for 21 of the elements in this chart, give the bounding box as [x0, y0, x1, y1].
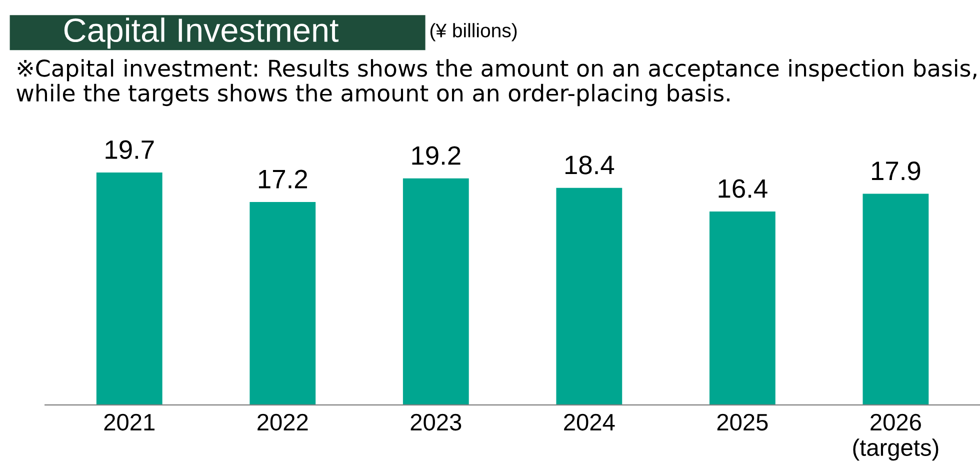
- data-label: 19.2: [412, 146, 460, 165]
- bar: [709, 211, 776, 405]
- x-tick-label: 2023: [410, 414, 462, 431]
- data-label: 17.2: [258, 170, 307, 188]
- data-label: 18.4: [566, 156, 614, 174]
- bar: [402, 178, 469, 405]
- x-tick-label: 2026 (targets): [853, 414, 938, 461]
- bar: [862, 194, 929, 405]
- x-tick-label: 2022: [258, 414, 308, 431]
- data-label: 16.4: [718, 179, 768, 198]
- bar: [556, 188, 622, 405]
- x-tick-label: 2024: [564, 414, 615, 431]
- chart-title: Capital Investment: [64, 18, 339, 49]
- data-label: 17.9: [872, 162, 920, 180]
- x-tick-label: 2025: [717, 414, 768, 431]
- bar: [250, 202, 316, 405]
- text: ※Capital investment: Results shows the amount on an acceptance inspection basis, while the targets shows the amount on an order-placing basis.: [16, 59, 976, 106]
- chart-subtitle: (¥ billions): [430, 23, 517, 42]
- bar: [96, 172, 162, 405]
- data-label: 19.7: [106, 140, 154, 159]
- x-tick-label: 2021: [104, 414, 154, 431]
